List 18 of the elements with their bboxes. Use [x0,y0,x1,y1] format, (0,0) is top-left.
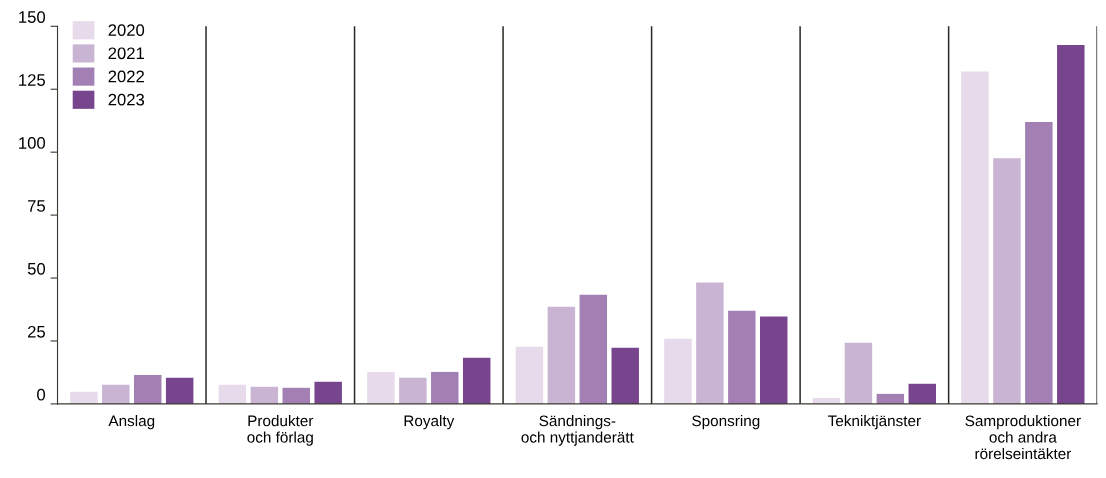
x-tick-label: Sponsring [692,415,760,430]
legend-label: 2022 [108,70,144,83]
y-tick-label: 75 [28,200,46,212]
x-tick-label: Samproduktioner och andra rörelseintäkter [965,415,1081,460]
x-tick-label: Royalty [404,415,455,430]
y-tick-label: 25 [28,325,46,338]
y-tick-label: 0 [37,388,46,401]
y-tick-label: 125 [19,74,46,86]
x-tick-label: Tekniktjänster [828,415,921,430]
x-tick-label: Anslag [108,415,155,430]
x-tick-label: Produkter och förlag [247,415,314,446]
y-tick-label: 150 [19,11,46,23]
legend-label: 2021 [108,47,144,60]
legend-label: 2023 [108,93,145,106]
x-tick-label: Sändnings- och nyttjanderätt [521,415,634,446]
legend-label: 2020 [108,24,145,37]
y-tick-label: 100 [19,137,46,149]
y-tick-label: 50 [27,262,46,275]
